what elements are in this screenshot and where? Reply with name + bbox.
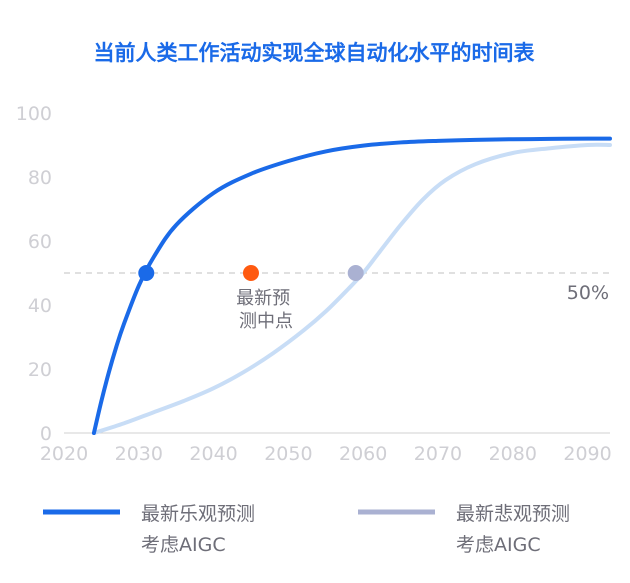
x-tick-label: 2050 [264,443,312,465]
milestone-points [138,265,364,281]
x-tick-label: 2040 [189,443,237,465]
x-tick-label: 2090 [563,443,611,465]
chart-title: 当前人类工作活动实现全球自动化水平的时间表 [94,41,536,65]
legend-label-pessimistic-line-1: 最新悲观预测 [456,503,570,525]
y-axis: 0 20 40 60 80 100 [16,103,52,445]
x-tick-label: 2080 [489,443,537,465]
legend-label-optimistic-line-2: 考虑AIGC [141,534,226,556]
legend-label-optimistic-line-1: 最新乐观预测 [141,503,255,525]
milestone-point-midpoint [242,265,259,281]
series-line-optimistic [91,136,612,435]
x-tick-label: 2070 [414,443,462,465]
x-axis: 2020 2030 2040 2050 2060 2070 2080 2090 [40,443,612,465]
x-tick-label: 2020 [40,443,88,465]
milestone-point-pessimistic [347,265,364,281]
y-tick-label: 20 [28,359,52,381]
midpoint-annotation: 最新预 测中点 [236,288,296,332]
y-tick-label: 100 [16,103,52,125]
midpoint-annotation-line-1: 最新预 [236,288,290,309]
series-line-pessimistic [91,142,612,435]
legend: 最新乐观预测 考虑AIGC 最新悲观预测 考虑AIGC [43,503,570,556]
y-tick-label: 80 [28,167,52,189]
y-tick-label: 0 [40,423,52,445]
x-tick-label: 2030 [115,443,163,465]
fifty-percent-label: 50% [567,282,609,304]
y-tick-label: 40 [28,295,52,317]
legend-item-pessimistic: 最新悲观预测 考虑AIGC [358,503,570,556]
midpoint-annotation-line-2: 测中点 [239,311,293,332]
legend-label-pessimistic-line-2: 考虑AIGC [456,534,541,556]
y-tick-label: 60 [28,231,52,253]
milestone-point-optimistic [138,265,155,281]
legend-item-optimistic: 最新乐观预测 考虑AIGC [43,503,255,556]
x-tick-label: 2060 [339,443,387,465]
